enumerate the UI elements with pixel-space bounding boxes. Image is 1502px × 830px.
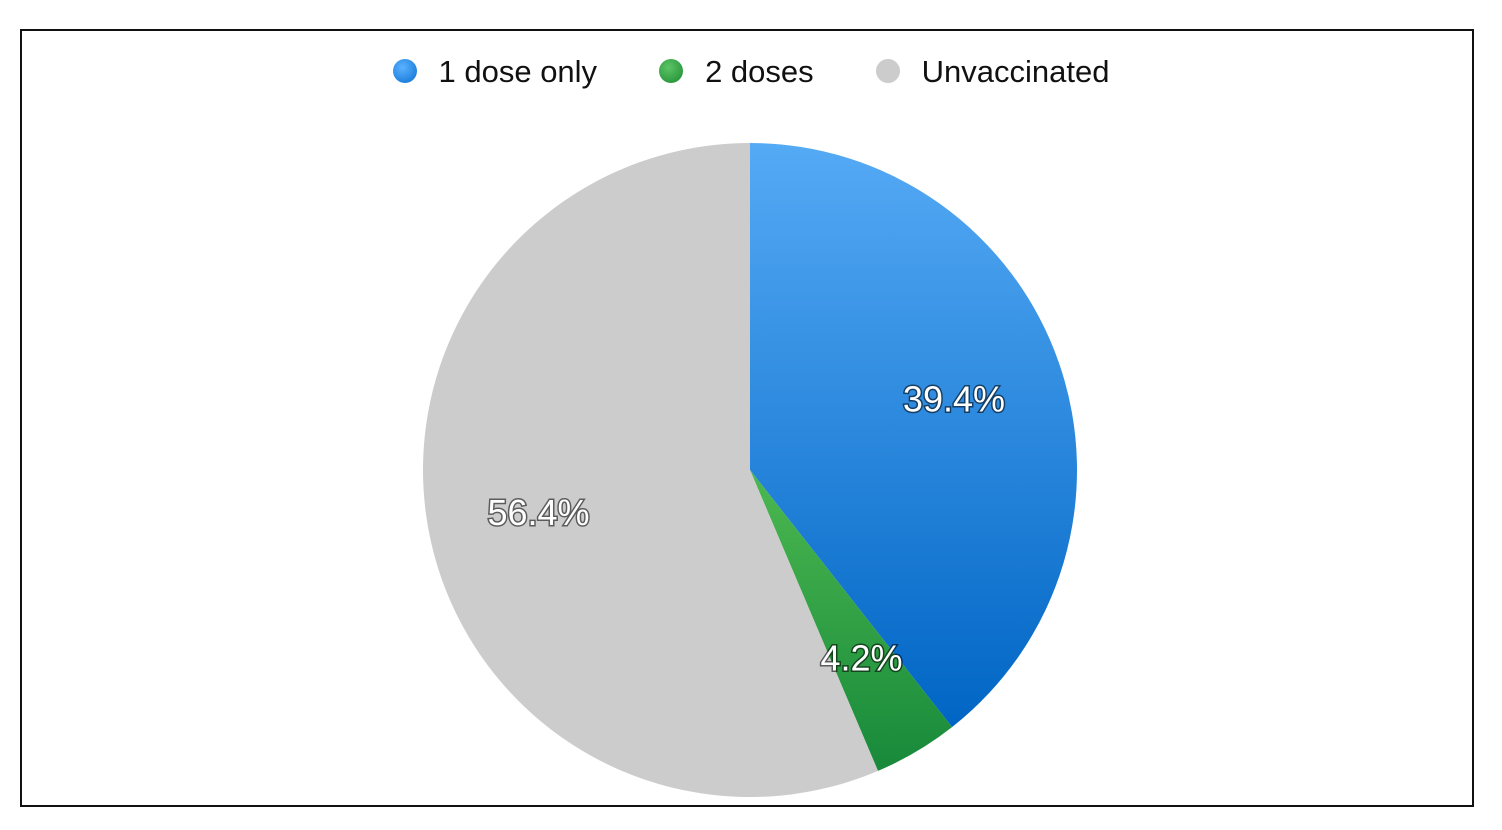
legend-item-1-dose-only: 1 dose only xyxy=(392,53,598,89)
legend: 1 dose only 2 doses Unvaccinated xyxy=(0,51,1502,91)
slice-label-2-doses: 4.2% xyxy=(820,638,902,679)
slice-label-1-dose-only: 39.4% xyxy=(903,378,1005,419)
legend-label-1-dose-only: 1 dose only xyxy=(438,53,598,89)
legend-label-2-doses: 2 doses xyxy=(705,53,814,89)
legend-swatch-unvaccinated xyxy=(875,59,900,83)
legend-item-unvaccinated: Unvaccinated xyxy=(875,53,1110,89)
legend-label-unvaccinated: Unvaccinated xyxy=(921,53,1110,89)
legend-swatch-1-dose-only xyxy=(392,59,417,83)
slice-1-dose-only xyxy=(750,143,1078,728)
legend-item-2-doses: 2 doses xyxy=(659,56,814,87)
slice-unvaccinated xyxy=(423,143,878,797)
slice-2-doses xyxy=(750,470,953,771)
slice-label-unvaccinated: 56.4% xyxy=(487,492,589,533)
legend-swatch-2-doses xyxy=(659,59,684,83)
